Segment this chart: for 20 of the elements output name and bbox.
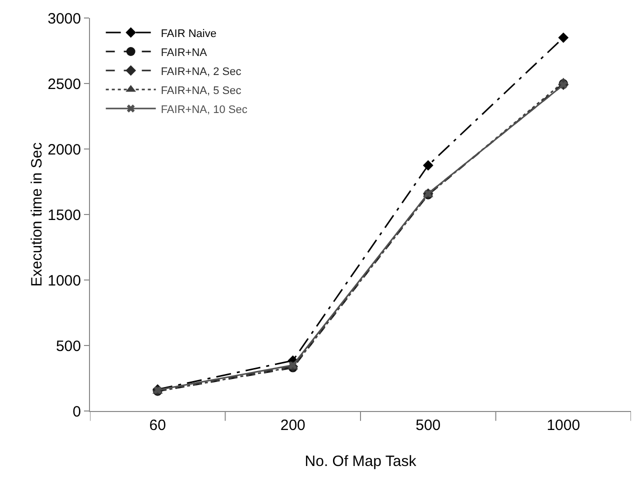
y-tick-label: 2000 — [48, 141, 81, 158]
x-tick-label: 1000 — [546, 417, 580, 434]
legend-label: FAIR+NA, 2 Sec — [160, 66, 242, 78]
x-axis-title: No. Of Map Task — [304, 453, 417, 470]
legend-label: FAIR+NA, 10 Sec — [160, 104, 248, 116]
x-tick-label: 500 — [416, 417, 441, 434]
y-axis-title: Execution time in Sec — [28, 142, 46, 287]
y-tick-label: 0 — [72, 403, 81, 420]
y-tick-label: 1000 — [48, 272, 81, 290]
y-tick-label: 1500 — [48, 206, 81, 224]
x-tick-label: 60 — [149, 417, 166, 434]
point — [422, 160, 434, 171]
point — [558, 32, 569, 43]
x-tick-label: 200 — [280, 417, 306, 434]
legend-label: FAIR Naive — [160, 28, 216, 40]
y-tick-label: 2500 — [48, 76, 81, 93]
y-tick-label: 3000 — [48, 10, 81, 28]
y-tick-label: 500 — [56, 338, 81, 355]
legend-label: FAIR+NA — [160, 46, 208, 59]
legend-label: FAIR+NA, 5 Sec — [160, 84, 242, 97]
